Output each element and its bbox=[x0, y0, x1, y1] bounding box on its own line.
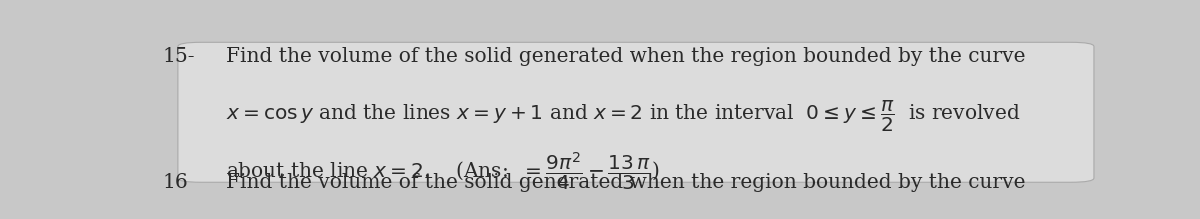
Text: 15-: 15- bbox=[162, 46, 194, 65]
Text: Find the volume of the solid generated when the region bounded by the curve: Find the volume of the solid generated w… bbox=[227, 173, 1026, 192]
Text: $x = \cos y$ and the lines $x = y + 1$ and $x = 2$ in the interval  $0 \leq y \l: $x = \cos y$ and the lines $x = y + 1$ a… bbox=[227, 99, 1020, 134]
Text: 16: 16 bbox=[162, 173, 188, 192]
Text: Find the volume of the solid generated when the region bounded by the curve: Find the volume of the solid generated w… bbox=[227, 46, 1026, 65]
Text: about the line $x = 2$.    (Ans:  $= \dfrac{9\pi^2}{4} - \dfrac{13\,\pi}{3}$): about the line $x = 2$. (Ans: $= \dfrac{… bbox=[227, 151, 660, 193]
FancyBboxPatch shape bbox=[178, 42, 1094, 182]
